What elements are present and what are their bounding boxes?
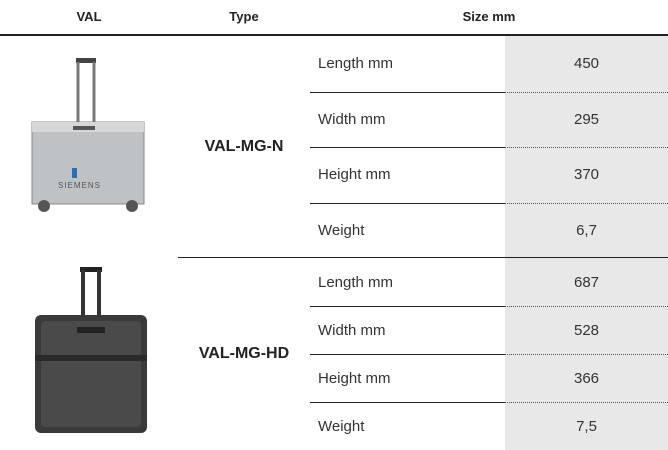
header-type: Type xyxy=(229,9,259,24)
spec-value: 295 xyxy=(573,110,600,128)
row-rule-dotted xyxy=(505,147,668,148)
spec-label: Height mm xyxy=(318,369,391,387)
row-rule-dotted xyxy=(505,354,668,355)
product-type: VAL-MG-HD xyxy=(198,345,290,362)
row-rule xyxy=(310,91,505,93)
spec-value: 7,5 xyxy=(576,417,597,435)
product-image xyxy=(35,267,147,433)
spec-label: Height mm xyxy=(318,166,391,184)
spec-value: 687 xyxy=(573,273,600,291)
row-rule xyxy=(310,202,505,204)
row-rule xyxy=(310,147,505,148)
row-rule xyxy=(310,306,505,307)
header-rule xyxy=(0,34,668,36)
row-rule-dotted xyxy=(505,91,668,93)
spec-label: Width mm xyxy=(318,110,386,128)
row-rule xyxy=(310,402,505,403)
spec-value: 6,7 xyxy=(576,221,597,239)
spec-label: Weight xyxy=(318,417,365,435)
product-type: VAL-MG-N xyxy=(204,138,284,155)
header-val: VAL xyxy=(76,9,102,24)
spec-value: 366 xyxy=(573,369,600,387)
row-rule-dotted xyxy=(505,202,668,204)
product-separator xyxy=(178,257,668,258)
row-rule-dotted xyxy=(505,306,668,307)
row-rule-dotted xyxy=(505,402,668,403)
spec-value: 450 xyxy=(573,55,600,73)
product-image: SIEMENS xyxy=(31,58,145,212)
row-rule xyxy=(310,354,505,355)
spec-value: 370 xyxy=(573,166,600,184)
spec-label: Length mm xyxy=(318,55,394,73)
spec-label: Length mm xyxy=(318,273,394,291)
spec-label: Weight xyxy=(318,221,365,239)
header-size: Size mm xyxy=(462,9,516,24)
svg-text:SIEMENS: SIEMENS xyxy=(58,181,101,190)
spec-value: 528 xyxy=(573,321,600,339)
spec-label: Width mm xyxy=(318,321,386,339)
